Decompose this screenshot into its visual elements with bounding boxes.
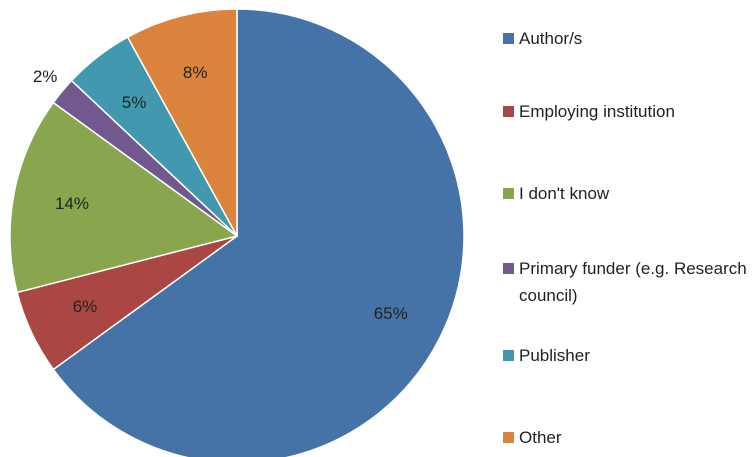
legend-swatch — [503, 106, 514, 117]
legend-item: Author/s — [503, 25, 753, 52]
data-label: 65% — [374, 304, 408, 323]
data-label: 6% — [73, 297, 98, 316]
data-label: 5% — [122, 93, 147, 112]
data-label: 8% — [183, 63, 208, 82]
pie-slice — [52, 8, 465, 457]
legend-label: Employing institution — [519, 102, 675, 121]
legend-swatch — [503, 350, 514, 361]
legend-label: Other — [519, 428, 562, 447]
legend-item: Primary funder (e.g. Research council) — [503, 255, 753, 309]
pie-slice — [9, 101, 239, 294]
pie-slice — [126, 8, 238, 237]
legend-label: Primary funder (e.g. Research council) — [519, 259, 747, 305]
data-label: 2% — [33, 67, 58, 86]
legend-label: Author/s — [519, 29, 583, 48]
legend-swatch — [503, 33, 514, 44]
legend-item: I don't know — [503, 180, 753, 207]
legend-label: I don't know — [519, 184, 610, 203]
legend-item: Other — [503, 424, 753, 451]
chart: 65% 6% 14% 2% 5% 8% — [9, 8, 465, 457]
data-label: 14% — [55, 194, 89, 213]
legend-item: Publisher — [503, 342, 753, 369]
legend-label: Publisher — [519, 346, 590, 365]
legend-item: Employing institution — [503, 98, 753, 125]
legend-swatch — [503, 432, 514, 443]
legend-swatch — [503, 263, 514, 274]
legend-swatch — [503, 188, 514, 199]
